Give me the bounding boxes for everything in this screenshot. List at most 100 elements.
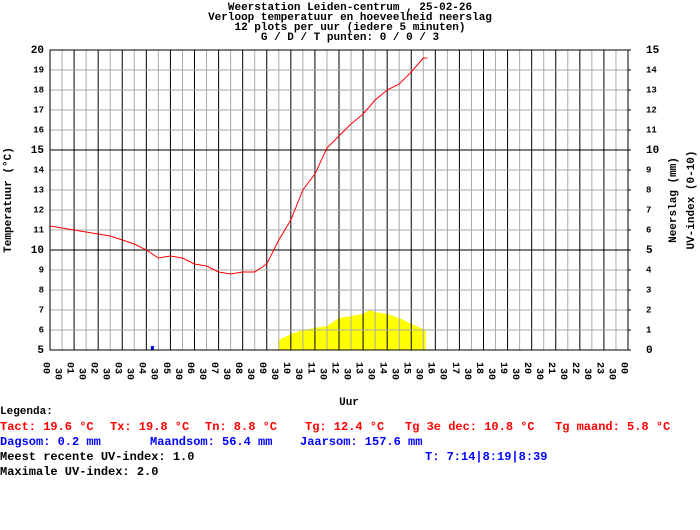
legend-note: Jaarsom: 157.6 mm	[300, 435, 422, 449]
y-tick-label: 17	[33, 105, 44, 115]
x-tick-label: 14	[377, 362, 388, 374]
y2-tick-label: 6	[646, 225, 651, 235]
y-tick-label: 18	[33, 85, 44, 95]
x-tick-label: 30	[51, 368, 62, 380]
x-tick-label: 30	[196, 368, 207, 380]
x-tick-label: 02	[88, 362, 99, 374]
legend-title: Legenda:	[0, 406, 53, 418]
y-tick-label: 7	[39, 305, 44, 315]
temperature-line	[49, 57, 428, 275]
legend-note: Tx: 19.8 °C	[110, 420, 189, 434]
y2-tick-label: 8	[646, 185, 651, 195]
plot-frame	[49, 49, 629, 351]
chart-title: Weerstation Leiden-centrum , 25-02-26	[228, 2, 472, 14]
x-tick-label: 11	[304, 362, 315, 374]
x-tick-label: 01	[63, 362, 74, 374]
y-tick-label: 6	[39, 325, 44, 335]
chart-subtitle: 12 plots per uur (iedere 5 minuten)	[234, 22, 465, 34]
x-tick-label: 16	[425, 362, 436, 374]
y2-tick-label: 13	[646, 85, 657, 95]
x-tick-label: 30	[389, 368, 400, 380]
y2-tick-label: 12	[646, 105, 657, 115]
x-tick-label: 30	[316, 368, 327, 380]
x-tick-label: 30	[364, 368, 375, 380]
legend-note: Tn: 8.8 °C	[205, 420, 277, 434]
legend-note: T: 7:14|8:19|8:39	[425, 450, 547, 464]
x-tick-label: 30	[148, 368, 159, 380]
legend-note: Meest recente UV-index: 1.0	[0, 450, 194, 464]
y2-tick-label: 4	[646, 265, 652, 275]
legend-note: Tg: 12.4 °C	[305, 420, 384, 434]
x-tick-label: 30	[100, 368, 111, 380]
x-tick-label: 30	[533, 368, 544, 380]
x-tick-label: 22	[569, 362, 580, 374]
y2-axis-label: Neerslag (mm)	[668, 157, 680, 243]
y-tick-label: 8	[39, 285, 44, 295]
x-tick-label: 30	[509, 368, 520, 380]
y-tick-label: 19	[33, 65, 44, 75]
chart-subtitle: G / D / T punten: 0 / 0 / 3	[261, 32, 440, 44]
precipitation-bar	[150, 346, 154, 350]
x-tick-label: 30	[220, 368, 231, 380]
x-tick-label: 30	[244, 368, 255, 380]
y2-tick-label: 11	[646, 125, 657, 135]
x-tick-label: 13	[352, 362, 363, 374]
y2-tick-label: 0	[646, 345, 653, 357]
y-tick-label: 13	[33, 185, 44, 195]
x-tick-label: 07	[208, 362, 219, 374]
chart-subtitle: Verloop temperatuur en hoeveelheid neers…	[208, 12, 492, 24]
x-tick-label: 30	[124, 368, 135, 380]
y-tick-label: 9	[39, 265, 44, 275]
y-tick-label: 20	[31, 45, 44, 57]
y-tick-label: 10	[31, 245, 44, 257]
y-tick-label: 14	[33, 165, 44, 175]
legend-note: Tact: 19.6 °C	[0, 420, 94, 434]
x-tick-label: 30	[605, 368, 616, 380]
x-tick-label: 30	[557, 368, 568, 380]
y2-tick-label: 3	[646, 285, 651, 295]
y2-tick-label: 1	[646, 325, 652, 335]
legend-note: Maximale UV-index: 2.0	[0, 465, 158, 479]
legend-note: Maandsom: 56.4 mm	[150, 435, 272, 449]
y-tick-label: 12	[33, 205, 44, 215]
x-tick-label: 18	[473, 362, 484, 374]
x-tick-label: 30	[581, 368, 592, 380]
x-tick-label: 30	[340, 368, 351, 380]
x-tick-label: 30	[292, 368, 303, 380]
y-tick-label: 11	[33, 225, 44, 235]
legend-note: Tg 3e dec: 10.8 °C	[405, 420, 535, 434]
y2-tick-label: 10	[646, 145, 659, 157]
y-tick-label: 16	[33, 125, 44, 135]
x-tick-label: 21	[545, 362, 556, 374]
y2-tick-label: 5	[646, 245, 653, 257]
y2-tick-label: 14	[646, 65, 657, 75]
x-tick-label: 17	[449, 362, 460, 374]
x-tick-label: 08	[232, 362, 243, 374]
x-tick-label: 20	[521, 362, 532, 374]
x-tick-label: 30	[268, 368, 279, 380]
y-tick-label: 5	[37, 345, 44, 357]
x-tick-label: 05	[160, 362, 171, 374]
y2-tick-label: 9	[646, 165, 651, 175]
x-tick-label: 19	[497, 362, 508, 374]
x-tick-label: 09	[256, 362, 267, 374]
y2-tick-label: 15	[646, 45, 660, 57]
x-tick-label: 30	[485, 368, 496, 380]
legend-note: Dagsom: 0.2 mm	[0, 435, 101, 449]
y2-tick-label: 2	[646, 305, 651, 315]
x-tick-label: 30	[461, 368, 472, 380]
legend-note: Tg maand: 5.8 °C	[555, 420, 670, 434]
y-axis-label: Temperatuur (°C)	[3, 147, 15, 253]
x-tick-label: 10	[280, 362, 291, 374]
x-tick-label: 00	[617, 362, 628, 374]
x-tick-label: 30	[413, 368, 424, 380]
y-tick-label: 15	[31, 145, 45, 157]
y2-axis-label: UV-index (0-10)	[686, 150, 698, 249]
x-tick-label: 23	[593, 362, 604, 374]
x-tick-label: 06	[184, 362, 195, 374]
x-axis-label: Uur	[339, 397, 359, 409]
x-tick-label: 12	[328, 362, 339, 374]
x-tick-label: 30	[172, 368, 183, 380]
x-tick-label: 15	[401, 362, 412, 374]
